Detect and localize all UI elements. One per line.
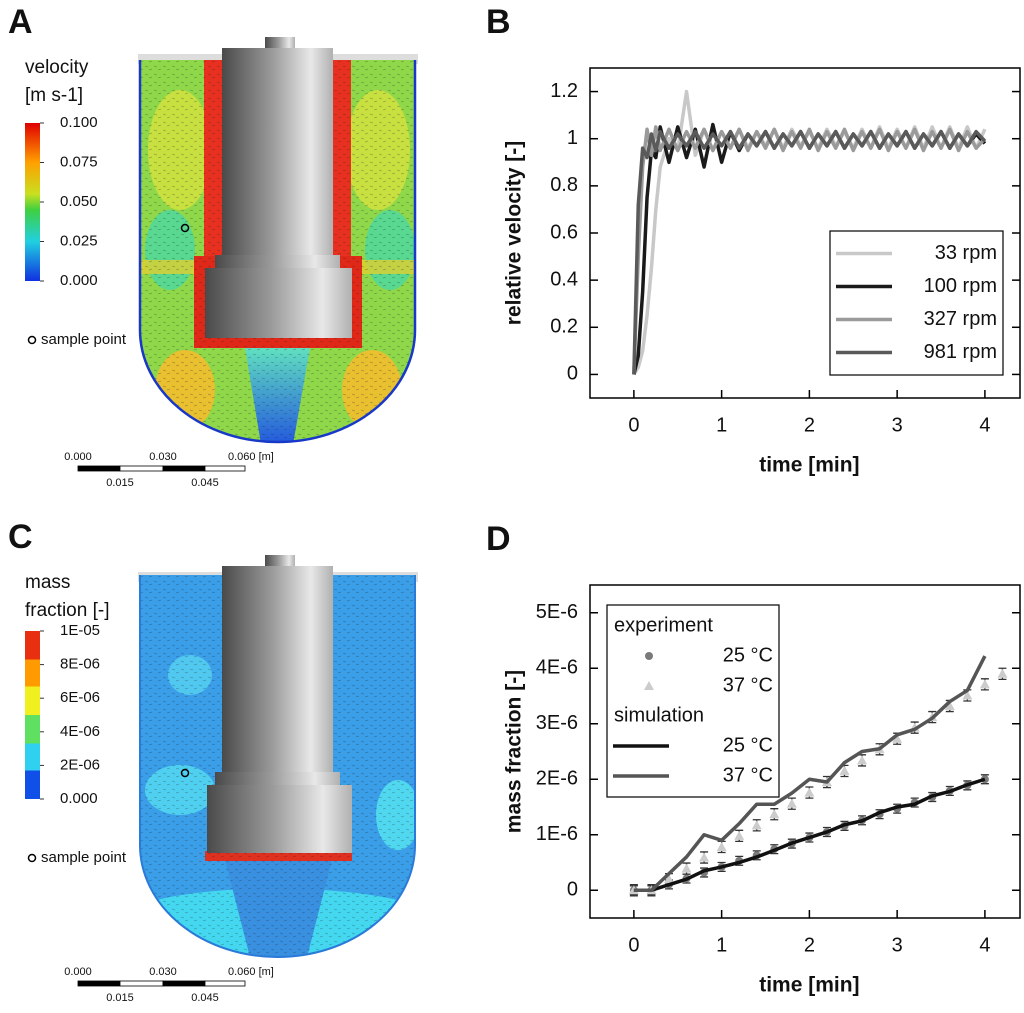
scale-bar-segment	[120, 981, 163, 986]
legend-label: 37 °C	[723, 764, 773, 786]
scale-label: 0.015	[106, 992, 134, 1004]
legend-label: 327 rpm	[924, 308, 997, 330]
colorbar-tick-label: 0.000	[60, 790, 98, 807]
x-tick-label: 3	[892, 414, 903, 436]
y-tick-label: 0.6	[550, 221, 578, 243]
x-tick-label: 0	[628, 414, 639, 436]
panel-label: D	[486, 520, 511, 558]
scale-bar-segment	[78, 981, 120, 986]
legend-label: 25 °C	[723, 644, 773, 666]
y-tick-label: 1.2	[550, 80, 578, 102]
x-tick-label: 2	[804, 414, 815, 436]
sample-point-symbol	[29, 855, 36, 862]
scale-label: 0.030	[149, 451, 177, 463]
marker	[997, 669, 1007, 678]
y-tick-label: 1	[567, 127, 578, 149]
marker	[769, 809, 779, 818]
legend-label: 33 rpm	[935, 242, 997, 264]
marker	[752, 820, 762, 829]
scale-bar-segment	[163, 466, 205, 471]
legend-group-title: simulation	[614, 704, 704, 726]
y-tick-label: 4E-6	[536, 657, 578, 679]
y-axis-title: mass fraction [-]	[503, 670, 526, 833]
sample-point-symbol	[29, 337, 36, 344]
y-axis-title: relative velocity [-]	[503, 141, 526, 325]
panel-label: A	[8, 3, 33, 41]
colorbar-tick-label: 1E-05	[60, 622, 100, 639]
velocity-contour	[25, 37, 430, 470]
x-tick-label: 0	[628, 934, 639, 956]
legend-label: 100 rpm	[924, 275, 997, 297]
scale-label: 0.015	[106, 477, 134, 489]
sample-point-label: sample point	[41, 849, 127, 866]
legend-group-title: experiment	[614, 614, 713, 636]
colorbar-title: [m s-1]	[25, 85, 83, 106]
colorbar-title: fraction [-]	[25, 600, 109, 621]
y-tick-label: 5E-6	[536, 601, 578, 623]
marker	[717, 842, 727, 851]
marker	[857, 755, 867, 764]
colorbar-tick-label: 4E-06	[60, 723, 100, 740]
x-tick-label: 1	[716, 414, 727, 436]
y-tick-label: 0	[567, 363, 578, 385]
panel-label: C	[8, 518, 33, 556]
x-tick-label: 2	[804, 934, 815, 956]
sample-point-label: sample point	[41, 331, 127, 348]
colorbar-tick-label: 0.025	[60, 232, 98, 249]
colorbar-tick-label: 0.100	[60, 114, 98, 131]
colorbar-tick-label: 0.000	[60, 272, 98, 289]
x-tick-label: 1	[716, 934, 727, 956]
marker	[787, 799, 797, 808]
marker	[804, 788, 814, 797]
scale-bar-segment	[205, 466, 245, 471]
scale-label: 0.030	[149, 966, 177, 978]
scale-label: 0.045	[191, 477, 219, 489]
y-tick-label: 0.4	[550, 268, 578, 290]
y-tick-label: 3E-6	[536, 712, 578, 734]
figure: Avelocity [m s-1] 0.100 0.075 0.050 0.025 0.00…	[0, 0, 1024, 1013]
y-tick-label: 0	[567, 879, 578, 901]
colorbar-tick-label: 0.050	[60, 193, 98, 210]
colorbar-tick-label: 2E-06	[60, 756, 100, 773]
colorbar-title: velocity	[25, 57, 89, 78]
marker	[699, 853, 709, 862]
x-tick-label: 4	[979, 414, 990, 436]
colorbar	[25, 631, 40, 799]
scale-label: 0.060 [m]	[228, 451, 274, 463]
panel-label: B	[486, 3, 511, 41]
y-tick-label: 0.2	[550, 316, 578, 338]
y-tick-label: 2E-6	[536, 768, 578, 790]
x-tick-label: 4	[979, 934, 990, 956]
x-tick-label: 3	[892, 934, 903, 956]
colorbar	[25, 123, 40, 281]
scale-label: 0.060 [m]	[228, 966, 274, 978]
x-axis-title: time [min]	[759, 454, 859, 477]
colorbar-title: mass	[25, 572, 70, 593]
y-tick-label: 0.8	[550, 174, 578, 196]
scale-bar-segment	[78, 466, 120, 471]
y-tick-label: 1E-6	[536, 823, 578, 845]
colorbar-tick-label: 6E-06	[60, 689, 100, 706]
marker	[682, 864, 692, 873]
marker	[734, 831, 744, 840]
scale-label: 0.000	[64, 966, 92, 978]
legend-label: 25 °C	[723, 734, 773, 756]
colorbar-tick-label: 8E-06	[60, 656, 100, 673]
scale-label: 0.045	[191, 992, 219, 1004]
legend-marker	[645, 652, 653, 660]
legend-label: 981 rpm	[924, 341, 997, 363]
legend-label: 37 °C	[723, 674, 773, 696]
scale-bar-segment	[163, 981, 205, 986]
scale-bar-segment	[120, 466, 163, 471]
scale-label: 0.000	[64, 451, 92, 463]
scale-bar-segment	[205, 981, 245, 986]
x-axis-title: time [min]	[759, 974, 859, 997]
colorbar-tick-label: 0.075	[60, 153, 98, 170]
marker	[980, 679, 990, 688]
